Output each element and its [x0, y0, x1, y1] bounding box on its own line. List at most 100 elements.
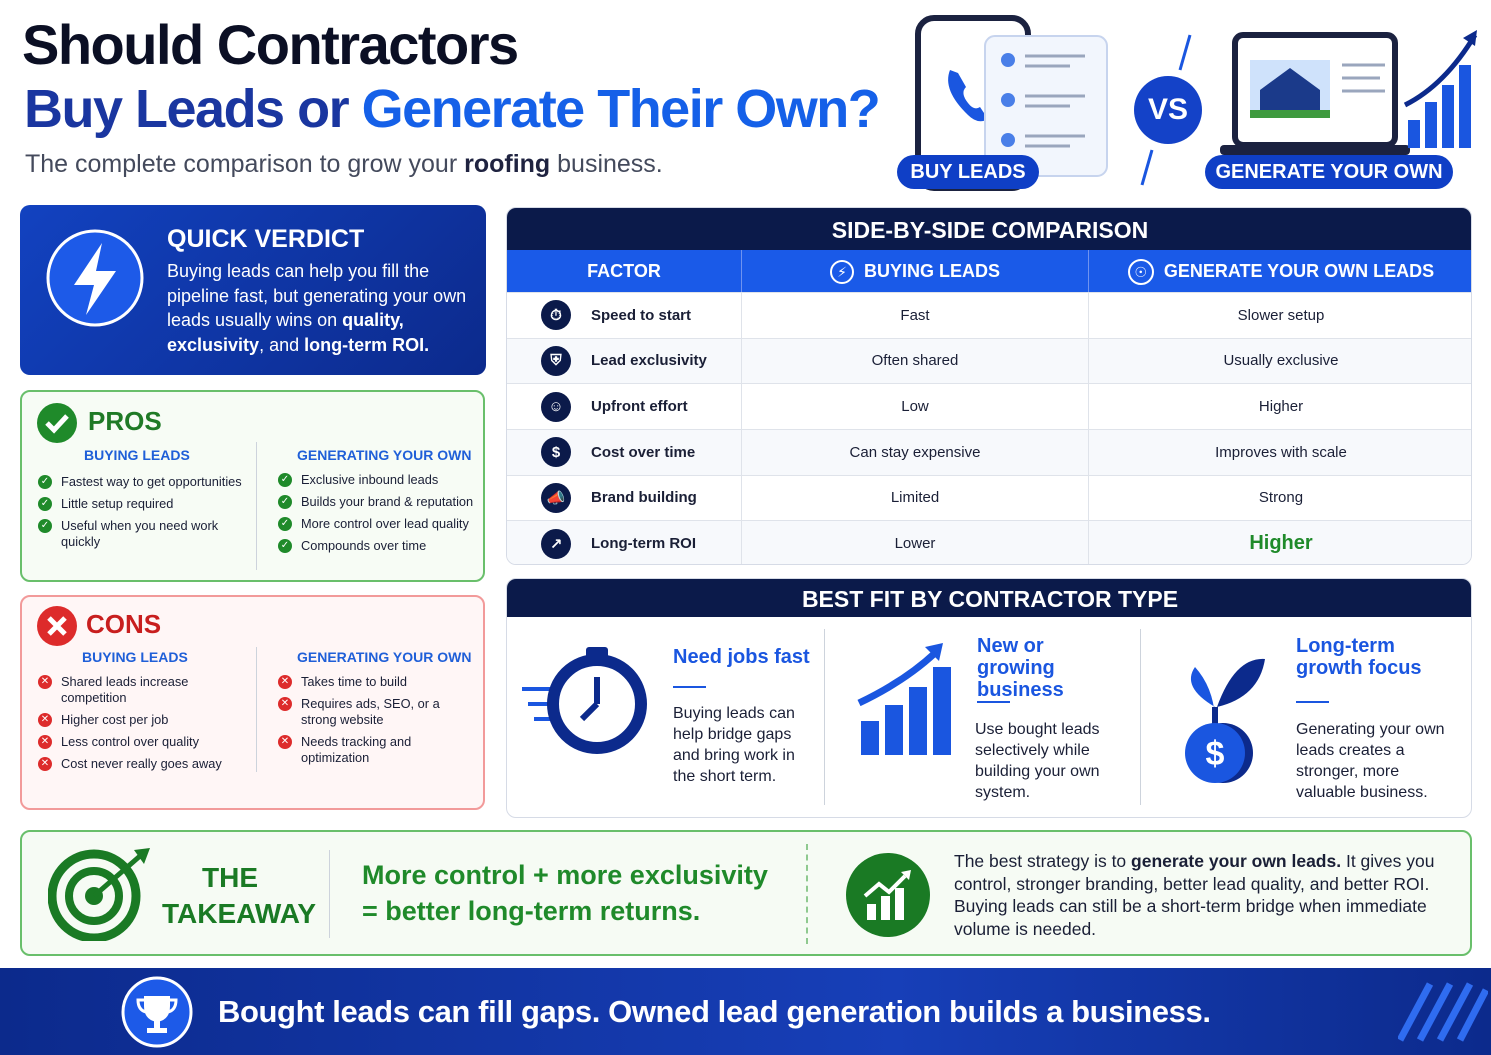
- table-row: $ Cost over time Can stay expensive Improve…: [507, 429, 1471, 475]
- header-cell: FACTOR: [587, 261, 661, 281]
- list-item: ✓ Builds your brand & reputation: [278, 494, 478, 510]
- value-cell: Strong: [1088, 475, 1471, 521]
- value-cell: Higher: [1088, 384, 1471, 429]
- header-cell: ⚡ BUYING LEADS: [741, 250, 1088, 292]
- factor-cell: ⛨ Lead exclusivity: [507, 339, 741, 384]
- row-icon: 📣: [541, 482, 571, 513]
- list-item: ✕ Takes time to build: [278, 674, 478, 690]
- text-segment: Buying leads can help you fill the pipel…: [167, 261, 467, 330]
- con-icon: ✕: [38, 735, 52, 749]
- svg-text:$: $: [1206, 735, 1225, 773]
- item-text: Cost never really goes away: [61, 756, 222, 771]
- text-segment: Buy Leads or: [24, 79, 362, 139]
- item-text: Exclusive inbound leads: [301, 472, 439, 487]
- divider: [329, 850, 330, 938]
- item-text: Builds your brand & reputation: [301, 494, 474, 509]
- emphasis: Generate Their Own?: [361, 79, 881, 139]
- column-heading: GENERATING YOUR OWN: [297, 447, 472, 463]
- value-text: Low: [901, 398, 929, 416]
- table-title: SIDE-BY-SIDE COMPARISON: [507, 208, 1471, 250]
- list-item: ✓ Useful when you need work quickly: [38, 518, 248, 550]
- row-icon: ⏱: [541, 300, 571, 331]
- value-cell: Low: [741, 384, 1088, 429]
- footer-banner: Bought leads can fill gaps. Owned lead g…: [0, 968, 1491, 1055]
- list-item: ✓ Compounds over time: [278, 538, 478, 554]
- con-icon: ✕: [278, 697, 292, 711]
- best-fit-title: BEST FIT BY CONTRACTOR TYPE: [507, 579, 1471, 617]
- growth-chart-icon: [857, 643, 951, 755]
- value-text: Can stay expensive: [849, 443, 981, 461]
- list-item: ✕ Shared leads increase competition: [38, 674, 248, 706]
- value-text: Usually exclusive: [1223, 352, 1339, 370]
- comparison-table: SIDE-BY-SIDE COMPARISON FACTOR ⚡ BUYING L…: [506, 207, 1472, 565]
- subtitle: The complete comparison to grow your roo…: [25, 150, 663, 179]
- factor-cell: $ Cost over time: [507, 430, 741, 475]
- list-item: ✓ Little setup required: [38, 496, 248, 512]
- text-segment: business.: [550, 150, 663, 178]
- item-text: Takes time to build: [301, 674, 407, 689]
- value-text: Often shared: [871, 352, 959, 370]
- list-item: ✓ More control over lead quality: [278, 516, 478, 532]
- list-item: ✕ Needs tracking and optimization: [278, 734, 478, 766]
- cons-title: CONS: [86, 609, 162, 639]
- quick-verdict: QUICK VERDICT Buying leads can help you …: [20, 205, 486, 375]
- pro-icon: ✓: [38, 519, 52, 533]
- item-text: Little setup required: [61, 496, 174, 511]
- takeaway-label: THE TAKEAWAY: [162, 862, 317, 929]
- factor-text: Lead exclusivity: [591, 352, 707, 370]
- con-icon: ✕: [38, 675, 52, 689]
- buy-label: BUY LEADS: [897, 155, 1039, 189]
- column-heading: BUYING LEADS: [82, 649, 188, 665]
- factor-cell: ⏱ Speed to start: [507, 293, 741, 338]
- cons-list: ✕ Takes time to build ✕ Requires ads, SEO, …: [278, 674, 478, 772]
- list-item: ✕ Higher cost per job: [38, 712, 248, 728]
- pros-panel: PROS BUYING LEADS ✓ Fastest way to get op…: [20, 390, 485, 582]
- row-icon: ⛨: [541, 345, 571, 376]
- accent-rule: [1296, 701, 1329, 703]
- pros-title: PROS: [88, 406, 162, 436]
- pro-icon: ✓: [278, 495, 292, 509]
- table-row: 📣 Brand building Limited Strong: [507, 474, 1471, 521]
- title-line: Should Contractors: [22, 13, 519, 76]
- money-plant-icon: $: [1185, 658, 1265, 783]
- x-icon: [37, 606, 77, 646]
- table-row: ☺ Upfront effort Low Higher: [507, 383, 1471, 429]
- value-text: Strong: [1258, 489, 1304, 507]
- table-row: ⛨ Lead exclusivity Often shared Usually exc…: [507, 337, 1471, 384]
- item-text: Shared leads increase competition: [61, 674, 189, 705]
- row-icon: ☺: [541, 391, 571, 422]
- factor-text: Cost over time: [591, 443, 696, 461]
- pro-icon: ✓: [278, 539, 292, 553]
- value-cell: Limited: [741, 475, 1088, 521]
- stopwatch-icon: [522, 647, 647, 754]
- title-line: Buy Leads or Generate Their Own?: [24, 78, 881, 140]
- emphasis: long-term ROI.: [304, 334, 430, 355]
- trophy-icon: [121, 976, 193, 1048]
- value-text: Improves with scale: [1215, 443, 1347, 461]
- factor-text: Brand building: [591, 489, 697, 507]
- generate-label: GENERATE YOUR OWN: [1205, 155, 1453, 189]
- roi-icon: [846, 853, 930, 937]
- header-cell: ☉ GENERATE YOUR OWN LEADS: [1088, 250, 1471, 292]
- footer-text: Bought leads can fill gaps. Owned lead g…: [218, 994, 1211, 1029]
- vs-label: VS: [1147, 93, 1189, 126]
- fit-text: Buying leads can help bridge gaps and br…: [673, 705, 795, 785]
- value-text: Slower setup: [1237, 306, 1325, 324]
- fit-title: Long-term growth focus: [1296, 635, 1422, 679]
- takeaway-headline: More control + more exclusivity = better…: [362, 860, 768, 926]
- table-row: ↗ Long-term ROI Lower Higher: [507, 520, 1471, 564]
- cons-list: ✕ Shared leads increase competition ✕ Highe…: [38, 674, 248, 778]
- list-item: ✕ Requires ads, SEO, or a strong website: [278, 696, 478, 728]
- stripes: [1398, 982, 1488, 1042]
- text-segment: The complete comparison to grow your: [25, 150, 465, 178]
- value-cell: Can stay expensive: [741, 430, 1088, 475]
- list-item: ✕ Cost never really goes away: [38, 756, 248, 772]
- emphasis: quality,: [342, 310, 404, 330]
- con-icon: ✕: [38, 713, 52, 727]
- value-cell: Higher: [1088, 521, 1471, 564]
- list-item: ✓ Exclusive inbound leads: [278, 472, 478, 488]
- fit-title: New or growing business: [977, 635, 1064, 701]
- table-row: ⏱ Speed to start Fast Slower setup: [507, 292, 1471, 338]
- takeaway-text: The best strategy is to generate your ow…: [954, 850, 1454, 940]
